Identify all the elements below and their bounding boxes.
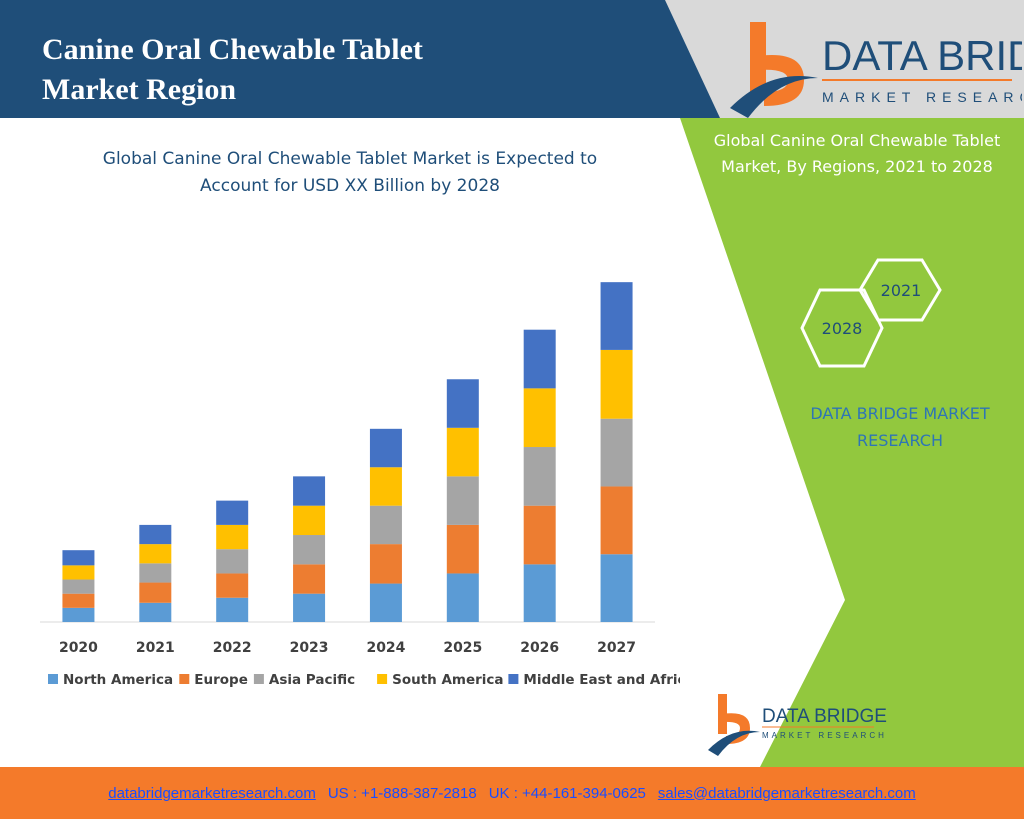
bar-2026-series-1 — [523, 505, 556, 565]
bar-2025-series-0 — [446, 573, 479, 622]
bar-2024-series-1 — [369, 544, 402, 584]
brand-logo-small: DATA BRIDGE MARKET RESEARCH — [708, 694, 887, 756]
x-tick-label-2025: 2025 — [443, 640, 482, 656]
x-tick-label-2024: 2024 — [366, 640, 405, 656]
bar-2024-series-0 — [369, 583, 402, 622]
bar-2022-series-0 — [216, 597, 249, 622]
side-panel-brand-line1: DATA BRIDGE MARKET — [810, 404, 990, 423]
footer-website-link[interactable]: databridgemarketresearch.com — [108, 784, 316, 802]
legend-label-4: Middle East and Africa — [523, 672, 680, 688]
chart-title: Global Canine Oral Chewable Tablet Marke… — [60, 146, 640, 200]
brand-logo-small-name: DATA BRIDGE — [762, 706, 887, 727]
bar-2027-series-2 — [600, 418, 633, 487]
bar-2026-series-2 — [523, 447, 556, 506]
bar-2026-series-3 — [523, 388, 556, 448]
bar-2026-series-4 — [523, 329, 556, 389]
legend-swatch-3 — [377, 674, 388, 684]
legend-swatch-0 — [48, 674, 58, 684]
x-tick-label-2020: 2020 — [59, 640, 98, 656]
x-tick-label-2022: 2022 — [213, 640, 252, 656]
side-panel-title-line2: Market, By Regions, 2021 to 2028 — [721, 157, 993, 176]
x-tick-label-2021: 2021 — [136, 640, 175, 656]
brand-logo-tagline: MARKET RESEARCH — [822, 89, 1022, 105]
brand-logo: DATA BRIDGE MARKET RESEARCH — [730, 22, 1022, 118]
side-panel-brand-line2: RESEARCH — [857, 431, 943, 450]
bar-2021-series-0 — [139, 602, 172, 622]
bar-2023-series-3 — [293, 505, 326, 536]
bar-2020-series-2 — [62, 579, 95, 594]
bar-2021-series-4 — [139, 524, 172, 545]
bar-2025-series-1 — [446, 524, 479, 574]
hexagon-2028-label: 2028 — [822, 319, 863, 338]
chart-title-line1: Global Canine Oral Chewable Tablet Marke… — [102, 149, 598, 169]
side-panel-bg — [680, 118, 1024, 767]
brand-logo-small-icon — [708, 694, 760, 756]
year-hexagons: 2021 2028 — [800, 258, 942, 368]
bar-2025-series-3 — [446, 427, 479, 477]
bar-2020-series-1 — [62, 593, 95, 608]
bar-2022-series-3 — [216, 524, 249, 550]
bar-2023-series-0 — [293, 593, 326, 622]
hexagon-2028 — [800, 288, 884, 368]
bar-2023-series-2 — [293, 535, 326, 565]
brand-logo-icon — [730, 22, 818, 118]
bar-2024-series-2 — [369, 505, 402, 545]
legend-swatch-4 — [508, 674, 519, 684]
hexagon-2021-label: 2021 — [881, 281, 922, 300]
bar-2020-series-4 — [62, 550, 95, 566]
page-title-line1: Canine Oral Chewable Tablet — [42, 33, 423, 66]
bar-2027-series-3 — [600, 349, 633, 419]
bar-2020-series-0 — [62, 607, 95, 622]
legend-swatch-1 — [179, 674, 190, 684]
chart-title-line2: Account for USD XX Billion by 2028 — [200, 176, 500, 196]
bar-2024-series-3 — [369, 467, 402, 506]
legend-label-0: North America — [63, 672, 173, 688]
bar-2025-series-4 — [446, 379, 479, 428]
footer-bar: databridgemarketresearch.com US : +1-888… — [0, 767, 1024, 819]
bar-2022-series-2 — [216, 549, 249, 574]
legend-swatch-2 — [253, 674, 264, 684]
bar-2020-series-3 — [62, 565, 95, 580]
bar-2024-series-4 — [369, 428, 402, 468]
bar-2027-series-1 — [600, 486, 633, 555]
page-title-line2: Market Region — [42, 73, 237, 106]
bar-2023-series-4 — [293, 476, 326, 506]
bar-2021-series-3 — [139, 544, 172, 564]
x-tick-label-2026: 2026 — [520, 640, 559, 656]
side-panel-brand: DATA BRIDGE MARKET RESEARCH — [790, 400, 1010, 454]
x-tick-label-2027: 2027 — [597, 640, 636, 656]
brand-logo-small-tagline: MARKET RESEARCH — [762, 731, 887, 740]
side-panel-title: Global Canine Oral Chewable Tablet Marke… — [692, 128, 1022, 180]
stacked-bar-chart: 2020 2021 2022 2023 2024 2025 2026 2027 North Am… — [40, 282, 680, 688]
footer-email-link[interactable]: sales@databridgemarketresearch.com — [657, 784, 916, 802]
side-panel-title-line1: Global Canine Oral Chewable Tablet — [713, 131, 1001, 150]
footer-uk-phone: UK : +44-161-394-0625 — [488, 784, 646, 802]
page-title: Canine Oral Chewable Tablet Market Regio… — [42, 30, 602, 110]
header-bar — [0, 0, 720, 118]
bar-2025-series-2 — [446, 476, 479, 525]
bar-2026-series-0 — [523, 564, 556, 622]
legend-label-3: South America — [392, 672, 503, 688]
bar-2021-series-2 — [139, 563, 172, 583]
bar-2023-series-1 — [293, 564, 326, 594]
legend-label-1: Europe — [194, 672, 248, 688]
brand-logo-name: DATA BRIDGE — [822, 32, 1022, 79]
x-tick-label-2023: 2023 — [290, 640, 329, 656]
bar-2027-series-0 — [600, 554, 633, 622]
header-bar-right-gray — [660, 0, 1024, 118]
footer-us-phone: US : +1-888-387-2818 — [327, 784, 477, 802]
bar-2021-series-1 — [139, 582, 172, 603]
bar-2022-series-1 — [216, 573, 249, 598]
bar-2022-series-4 — [216, 500, 249, 525]
legend-label-2: Asia Pacific — [269, 672, 355, 688]
bar-2027-series-4 — [600, 282, 633, 350]
